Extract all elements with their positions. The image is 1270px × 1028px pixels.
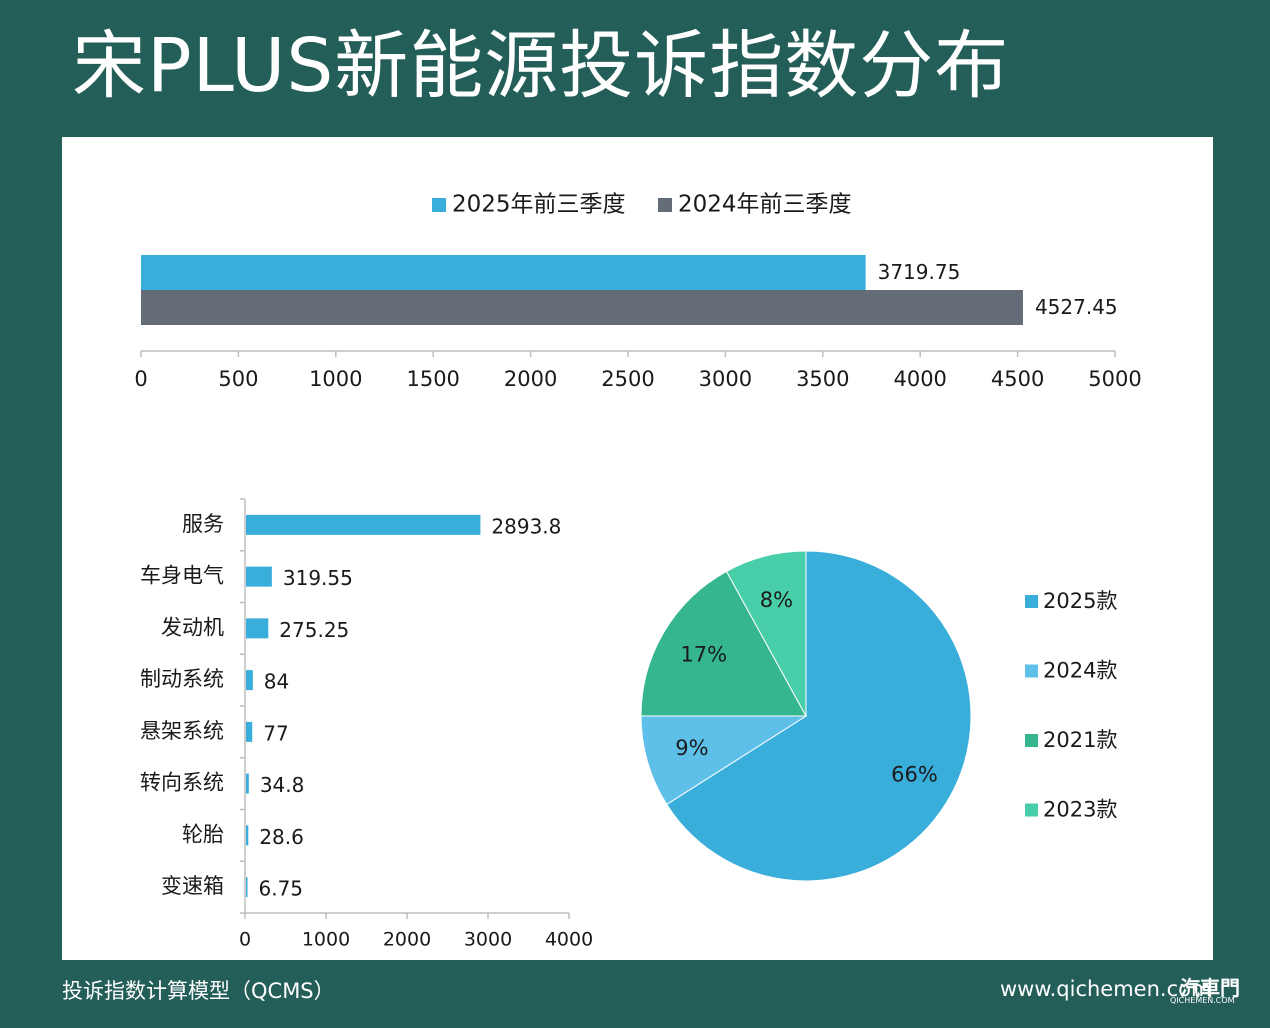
category-bar-2: [246, 618, 269, 639]
pie-legend-swatch-2: [1025, 734, 1038, 747]
top-x-tick-label-9: 4500: [991, 367, 1044, 391]
category-value-label-2: 275.25: [279, 618, 349, 642]
category-label-5: 转向系统: [140, 771, 224, 795]
pie-value-label-2: 17%: [680, 643, 727, 667]
top-x-tick-label-0: 0: [134, 367, 147, 391]
bar-0: [141, 255, 866, 290]
category-label-1: 车身电气: [140, 564, 224, 588]
page-title: 宋PLUS新能源投诉指数分布: [72, 23, 1010, 109]
top-x-tick-label-1: 500: [218, 367, 258, 391]
category-label-2: 发动机: [161, 615, 224, 639]
category-x-tick-label-1: 1000: [302, 929, 350, 951]
category-label-7: 变速箱: [161, 874, 224, 898]
category-x-tick-label-2: 2000: [383, 929, 431, 951]
bar-value-label-0: 3719.75: [878, 260, 961, 284]
footer-url[interactable]: www.qichemen.com: [1000, 977, 1212, 1001]
legend-swatch-1: [658, 198, 672, 212]
category-value-label-7: 6.75: [259, 877, 304, 901]
legend-label-0: 2025年前三季度: [452, 192, 626, 218]
category-label-4: 悬架系统: [140, 719, 224, 743]
top-x-tick-label-3: 1500: [406, 367, 459, 391]
pie-legend-label-3: 2023款: [1043, 798, 1117, 822]
pie-slice-1: [640, 715, 808, 806]
top-x-tick-label-10: 5000: [1088, 367, 1141, 391]
category-value-label-3: 84: [264, 670, 289, 694]
category-value-label-4: 77: [263, 721, 288, 745]
footer-model-text: 投诉指数计算模型（QCMS）: [62, 979, 335, 1003]
pie-legend-swatch-1: [1025, 664, 1038, 678]
category-bar-5: [246, 773, 249, 794]
category-label-6: 轮胎: [182, 822, 224, 846]
category-bar-7: [246, 877, 248, 898]
category-value-label-5: 34.8: [260, 773, 305, 797]
chart-canvas: 2025年前三季度 2024年前三季度 3719.75 4527.45 0 500 1000…: [134, 192, 1141, 951]
top-x-tick-label-6: 3000: [699, 367, 752, 391]
bar-1: [141, 290, 1023, 325]
category-value-label-1: 319.55: [283, 566, 353, 590]
top-x-tick-label-8: 4000: [893, 367, 946, 391]
category-bar-6: [246, 825, 249, 846]
pie-legend-label-2: 2021款: [1043, 728, 1117, 752]
brand-logo: 汽車門: [1180, 976, 1240, 1000]
top-x-tick-label-5: 2500: [601, 367, 654, 391]
top-x-tick-label-4: 2000: [504, 367, 557, 391]
legend-swatch-0: [432, 198, 446, 212]
category-bar-0: [246, 514, 481, 535]
category-value-label-0: 2893.8: [491, 514, 561, 538]
category-x-tick-label-3: 3000: [464, 929, 512, 951]
pie-slice-0: [665, 550, 972, 882]
category-bar-3: [246, 670, 253, 691]
pie-legend-label-0: 2025款: [1043, 589, 1117, 613]
top-x-tick-label-7: 3500: [796, 367, 849, 391]
pie-slice-2: [640, 570, 807, 717]
pie-legend-label-1: 2024款: [1043, 659, 1117, 683]
category-x-tick-label-0: 0: [239, 929, 251, 951]
pie-legend-swatch-0: [1025, 595, 1038, 608]
category-label-3: 制动系统: [140, 667, 224, 691]
pie-value-label-3: 8%: [760, 588, 793, 612]
category-value-label-6: 28.6: [259, 825, 304, 849]
category-bar-4: [246, 721, 253, 742]
pie-value-label-0: 66%: [891, 763, 938, 787]
top-x-tick-label-2: 1000: [309, 367, 362, 391]
chart-panel: 2025年前三季度 2024年前三季度 3719.75 4527.45 0 500 1000…: [62, 137, 1213, 960]
pie-value-label-1: 9%: [675, 736, 708, 760]
category-label-0: 服务: [182, 512, 224, 536]
legend-label-1: 2024年前三季度: [678, 192, 852, 218]
category-x-tick-label-4: 4000: [545, 929, 593, 951]
category-bar-1: [246, 566, 272, 587]
pie-legend-swatch-3: [1025, 803, 1038, 817]
pie-slice-3: [725, 550, 807, 717]
brand-logo-subtext: QICHEMEN.COM: [1170, 996, 1235, 1005]
bar-value-label-1: 4527.45: [1035, 295, 1118, 319]
